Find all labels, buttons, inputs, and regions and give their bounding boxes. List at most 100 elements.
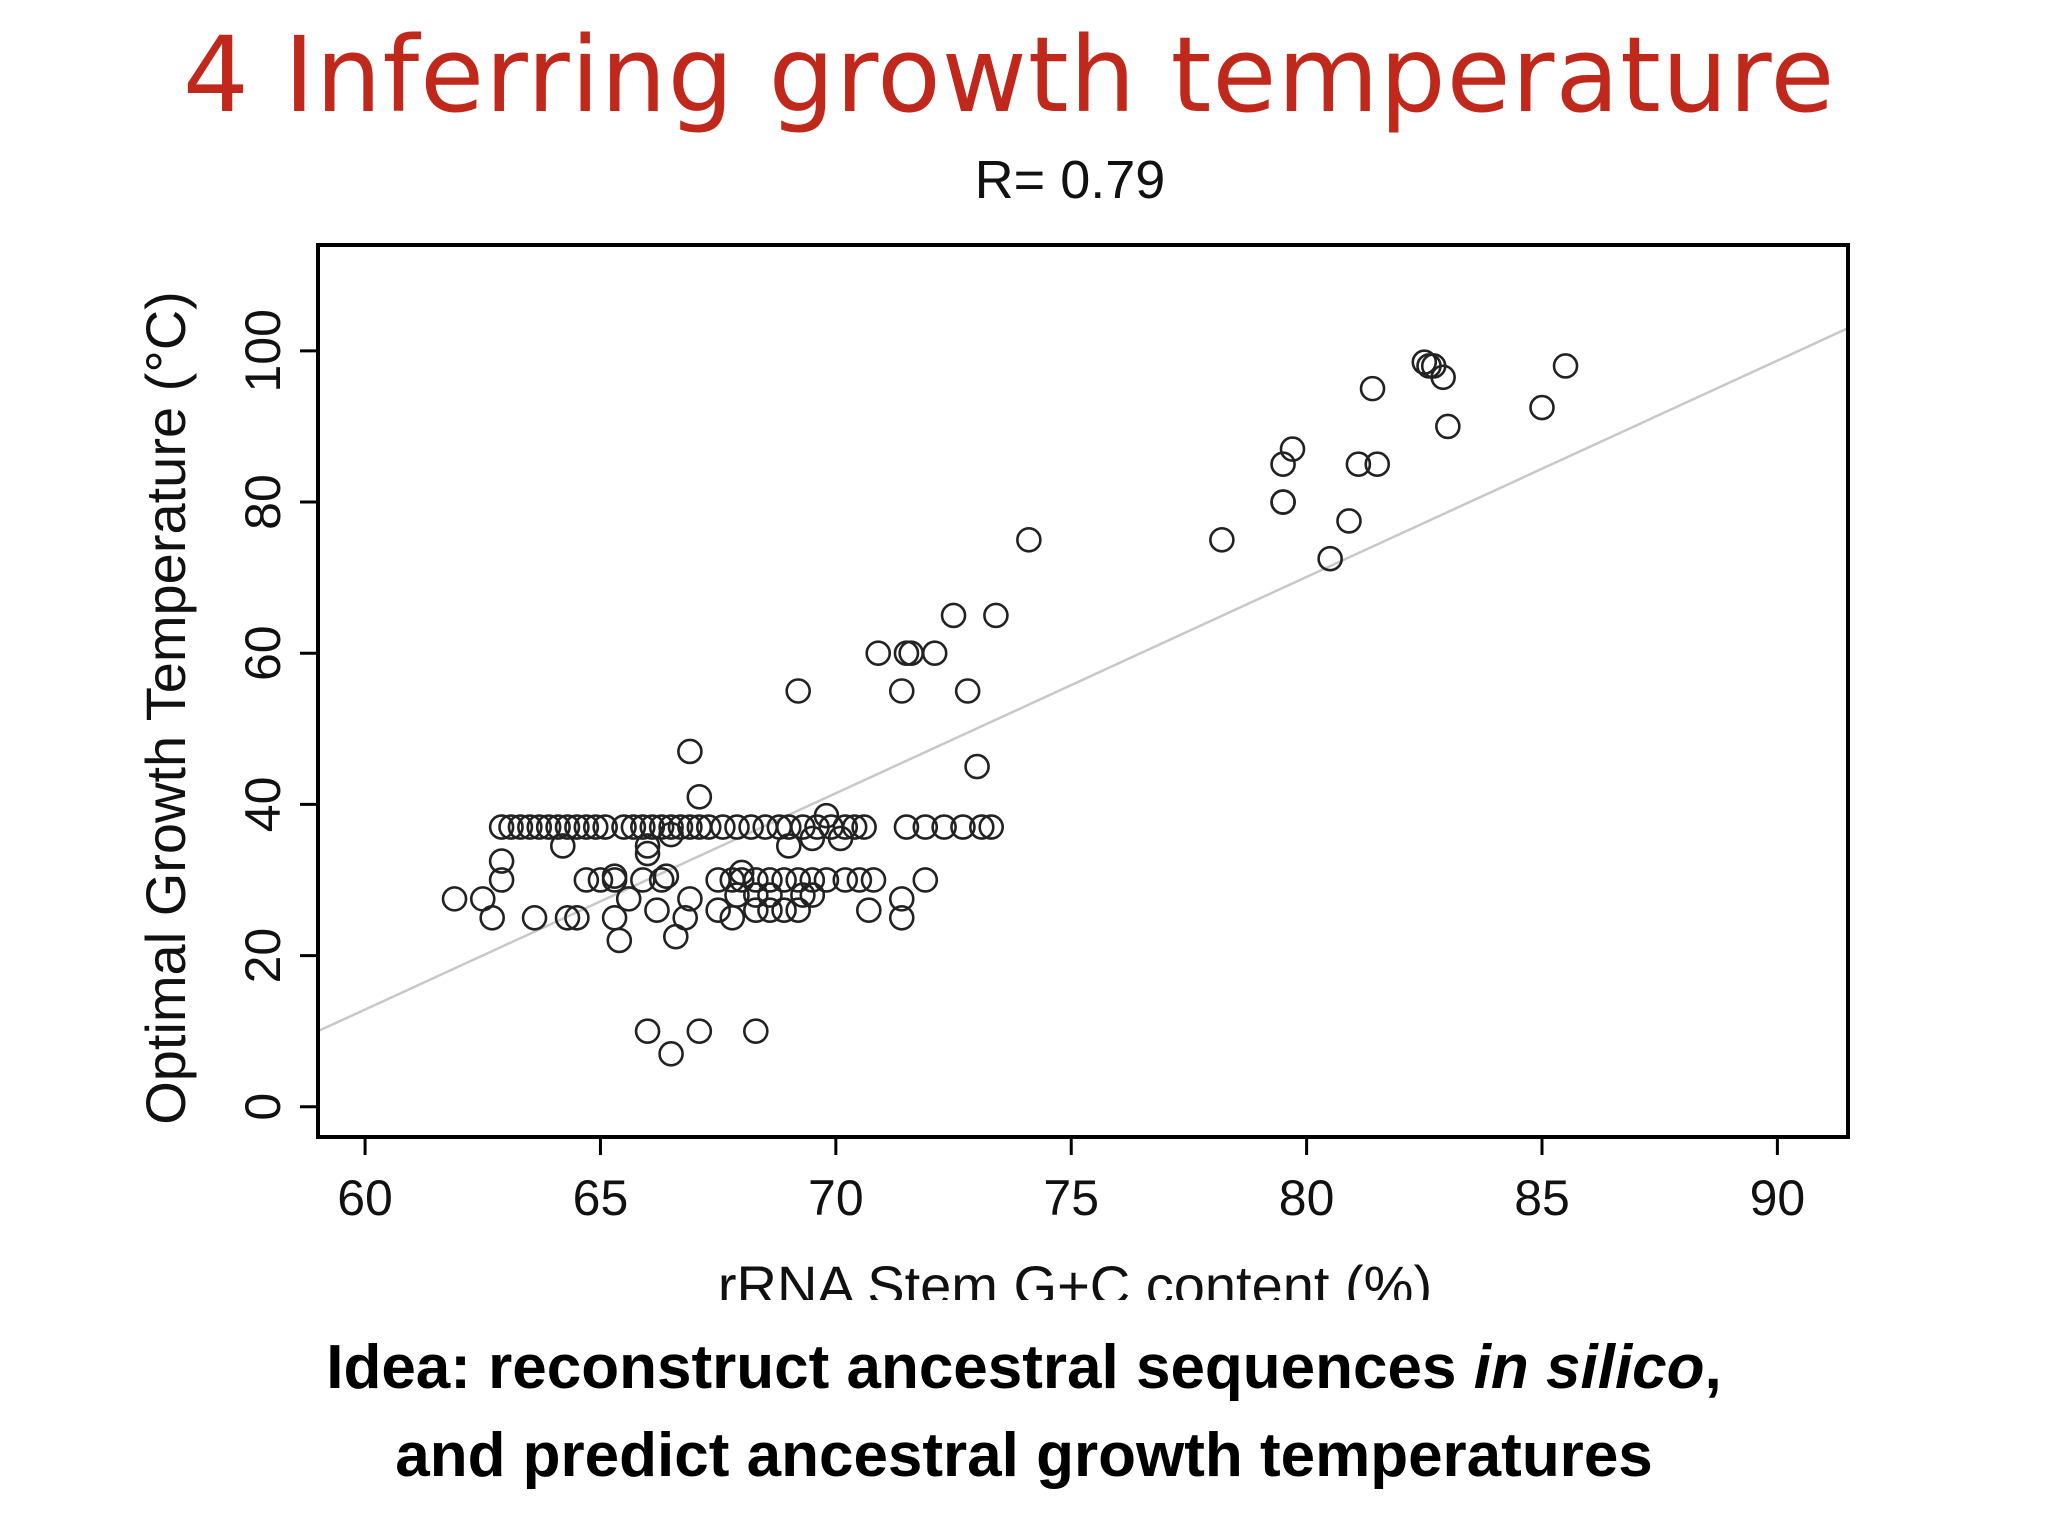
data-point xyxy=(644,897,670,924)
y-tick-label: 20 xyxy=(235,928,291,984)
data-point xyxy=(469,886,496,912)
data-point xyxy=(1209,527,1235,553)
data-point xyxy=(912,814,939,840)
data-point xyxy=(775,814,802,840)
data-point xyxy=(507,814,534,840)
data-point xyxy=(888,678,915,704)
data-point xyxy=(658,821,684,848)
data-point xyxy=(1529,394,1555,421)
data-point xyxy=(686,1018,713,1044)
data-point xyxy=(719,904,746,931)
data-point xyxy=(658,814,684,840)
data-point xyxy=(775,833,802,859)
data-point xyxy=(743,897,769,924)
data-point xyxy=(658,1041,684,1067)
caption-line-1: Idea: reconstruct ancestral sequences in… xyxy=(0,1330,2048,1406)
caption-line-2: and predict ancestral growth temperature… xyxy=(395,1421,1653,1490)
data-point xyxy=(846,867,873,893)
data-point xyxy=(921,640,948,667)
data-point xyxy=(662,923,689,950)
data-point xyxy=(983,602,1009,629)
data-point xyxy=(620,814,647,840)
data-point xyxy=(582,814,609,840)
data-point xyxy=(860,867,887,893)
data-point xyxy=(710,814,736,840)
data-point xyxy=(634,833,661,859)
data-point xyxy=(757,897,783,924)
data-point xyxy=(601,904,628,931)
data-point xyxy=(667,814,694,840)
caption-suffix: , xyxy=(1704,1333,1722,1402)
data-point xyxy=(648,814,675,840)
data-point xyxy=(1016,527,1042,553)
data-point xyxy=(931,814,957,840)
data-point xyxy=(1270,451,1296,478)
data-point xyxy=(1430,364,1456,391)
x-tick-label: 80 xyxy=(1279,1170,1335,1226)
y-tick-label: 80 xyxy=(235,474,291,530)
data-point xyxy=(545,814,571,840)
data-point xyxy=(1279,436,1306,462)
x-tick-label: 60 xyxy=(337,1170,393,1226)
data-point xyxy=(634,840,661,867)
data-point xyxy=(799,867,826,893)
data-point xyxy=(743,1018,769,1044)
data-point xyxy=(790,882,816,908)
data-point xyxy=(677,886,703,912)
data-point xyxy=(554,814,581,840)
data-point xyxy=(771,897,797,924)
data-point xyxy=(813,802,840,829)
data-point xyxy=(517,814,543,840)
data-point xyxy=(705,897,731,924)
data-point xyxy=(832,867,859,893)
data-point xyxy=(855,897,882,924)
data-point xyxy=(705,867,731,893)
plot-frame xyxy=(316,243,1850,1139)
data-point xyxy=(615,886,642,912)
data-point xyxy=(526,814,553,840)
data-point xyxy=(488,848,515,874)
data-point xyxy=(686,784,713,810)
data-point xyxy=(521,904,548,931)
data-point xyxy=(832,814,859,840)
scatter-chart: R= 0.79 Optimal Growth Temperature (°C) … xyxy=(134,150,1850,1300)
y-tick-label: 40 xyxy=(235,777,291,833)
data-point xyxy=(743,882,769,908)
y-tick-label: 0 xyxy=(235,1093,291,1121)
data-point xyxy=(1336,508,1362,534)
data-point xyxy=(648,867,675,893)
data-point xyxy=(535,814,562,840)
data-point xyxy=(634,1018,661,1044)
x-tick-label: 85 xyxy=(1514,1170,1570,1226)
data-point xyxy=(752,814,779,840)
data-point xyxy=(653,863,680,890)
x-tick-label: 65 xyxy=(573,1170,629,1226)
x-tick-label: 90 xyxy=(1750,1170,1806,1226)
data-point xyxy=(785,867,811,893)
data-point xyxy=(968,814,995,840)
data-point xyxy=(743,867,769,893)
data-point xyxy=(954,678,981,704)
data-point xyxy=(488,814,515,840)
data-point xyxy=(573,814,600,840)
data-point xyxy=(785,678,811,704)
data-point xyxy=(785,897,811,924)
data-point xyxy=(888,886,915,912)
data-point xyxy=(1345,451,1372,478)
data-point xyxy=(573,867,600,893)
y-tick-label: 60 xyxy=(235,625,291,681)
data-point xyxy=(611,814,637,840)
y-tick-label: 100 xyxy=(235,309,291,392)
data-point xyxy=(865,640,892,667)
data-point xyxy=(630,814,656,840)
data-point xyxy=(1317,545,1343,572)
data-point xyxy=(978,814,1005,840)
data-point xyxy=(1359,375,1386,402)
data-point xyxy=(813,867,840,893)
data-point xyxy=(1364,451,1391,478)
data-point xyxy=(601,863,628,890)
data-point xyxy=(912,867,939,893)
data-point xyxy=(950,814,976,840)
data-point xyxy=(888,904,915,931)
caption-italic: in silico xyxy=(1473,1333,1705,1402)
